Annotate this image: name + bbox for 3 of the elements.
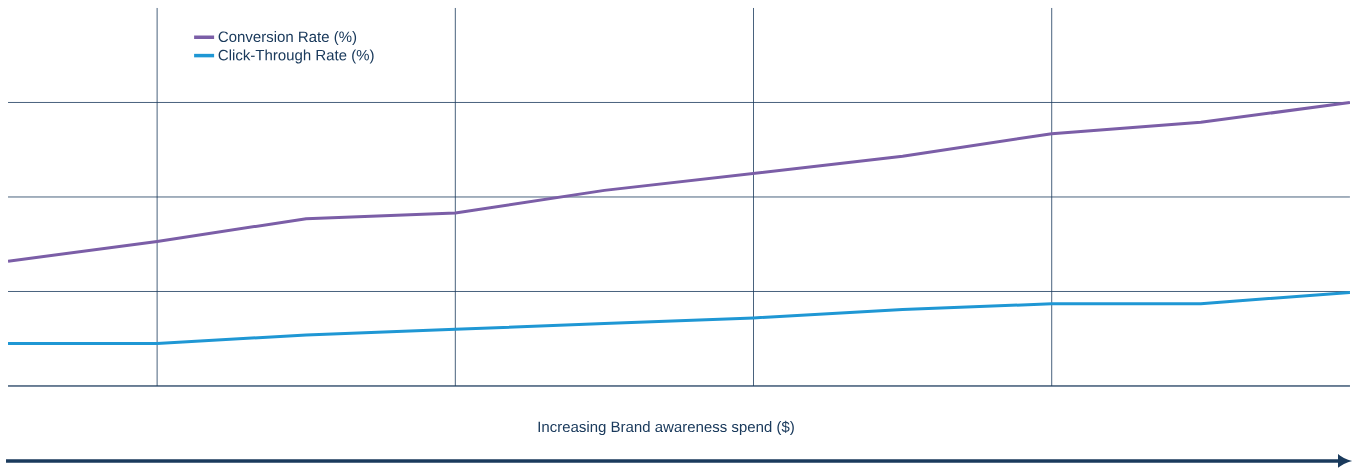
legend-label: Conversion Rate (%): [218, 31, 357, 46]
x-axis-title: Increasing Brand awareness spend ($): [538, 420, 794, 436]
legend-label: Click-Through Rate (%): [218, 49, 374, 64]
